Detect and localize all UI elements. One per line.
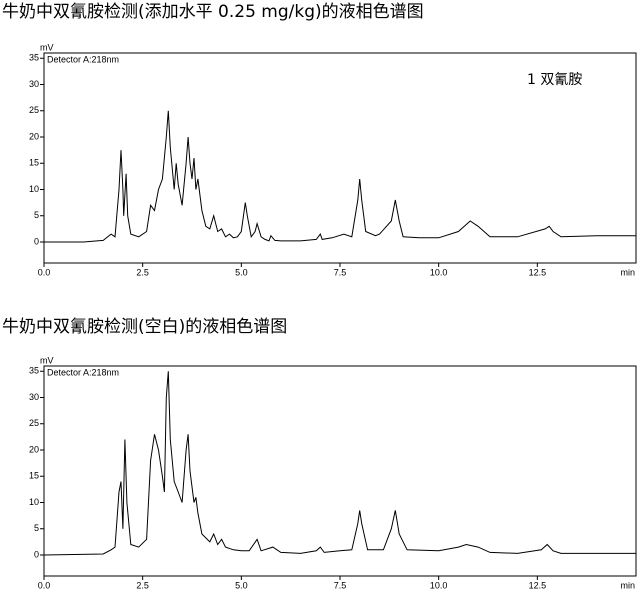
x-tick-label: 5.0: [235, 580, 248, 590]
x-tick-label: 12.5: [529, 580, 547, 590]
y-tick-label: 35: [29, 53, 39, 63]
y-tick-label: 5: [34, 210, 39, 220]
x-tick-label: 12.5: [529, 267, 547, 277]
x-tick-label: 2.5: [136, 267, 149, 277]
y-tick-label: 30: [29, 392, 39, 402]
x-axis-unit: min: [620, 267, 635, 277]
x-tick-label: 10.0: [430, 580, 448, 590]
y-tick-label: 25: [29, 105, 39, 115]
y-tick-label: 30: [29, 79, 39, 89]
y-tick-label: 0: [34, 549, 39, 559]
trace-line: [43, 371, 636, 556]
x-tick-label: 0.0: [38, 580, 51, 590]
x-tick-label: 7.5: [334, 580, 347, 590]
y-tick-label: 10: [29, 497, 39, 507]
y-axis-unit: mV: [40, 42, 54, 52]
x-axis-unit: min: [620, 580, 635, 590]
y-tick-label: 5: [34, 523, 39, 533]
x-tick-label: 10.0: [430, 267, 448, 277]
y-tick-label: 15: [29, 471, 39, 481]
x-tick-label: 7.5: [334, 267, 347, 277]
chart-title: 牛奶中双氰胺检测(空白)的液相色谱图: [2, 317, 287, 337]
y-tick-label: 15: [29, 158, 39, 168]
y-tick-label: 25: [29, 418, 39, 428]
y-tick-label: 10: [29, 184, 39, 194]
chart-title: 牛奶中双氰胺检测(添加水平 0.25 mg/kg)的液相色谱图: [2, 2, 424, 22]
y-tick-label: 20: [29, 444, 39, 454]
y-tick-label: 20: [29, 131, 39, 141]
peak-annotation: 1 双氰胺: [527, 72, 582, 88]
y-tick-label: 35: [29, 366, 39, 376]
x-tick-label: 0.0: [38, 267, 51, 277]
detector-label: Detector A:218nm: [47, 54, 119, 64]
x-tick-label: 5.0: [235, 267, 248, 277]
x-tick-label: 2.5: [136, 580, 149, 590]
y-tick-label: 0: [34, 236, 39, 246]
trace-line: [44, 110, 636, 243]
detector-label: Detector A:218nm: [47, 367, 119, 377]
y-axis-unit: mV: [40, 355, 54, 365]
